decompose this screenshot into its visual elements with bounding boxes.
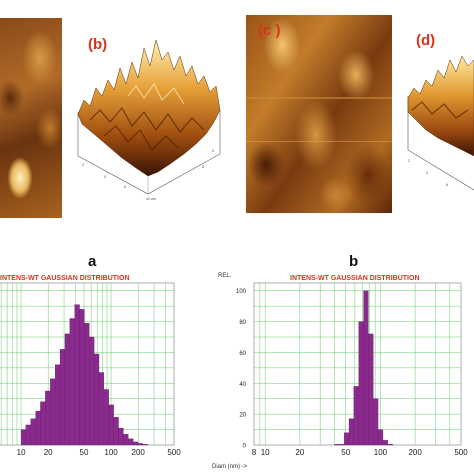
x-tick-label-10: 10 [261,448,270,457]
y-tick-label-100: 100 [236,289,247,295]
histogram-bar-10 [382,440,388,446]
x-tick-label-500: 500 [454,448,468,457]
svg-text:4: 4 [104,175,106,179]
panel-label-b: (b) [88,36,108,53]
afm-3d-surface-b: 2 4 6 10 um 8 4 [77,39,221,201]
histogram-bar-6 [363,290,369,446]
x-tick-label-20: 20 [44,448,53,457]
histogram-bar-7 [368,333,374,446]
afm-image-a [0,18,62,218]
svg-text:4: 4 [426,171,428,175]
histogram-bar-0 [334,444,340,446]
chart-label-b: b [349,253,359,270]
panel-label-c: (c ) [258,22,281,39]
svg-text:10 um: 10 um [146,197,156,201]
x-tick-label-200: 200 [408,448,422,457]
histogram-bar-25 [142,444,148,446]
x-tick-label-100: 100 [374,448,388,457]
x-tick-label-500: 500 [167,448,181,457]
x-tick-label-200: 200 [132,448,146,457]
histogram-bar-3 [348,418,355,446]
svg-text:8: 8 [202,165,204,169]
histogram-bar-5 [358,321,364,446]
x-tick-label-50: 50 [80,448,89,457]
x-tick-label-8: 8 [252,448,257,457]
histogram-bar-11 [387,444,393,446]
y-tick-label-60: 60 [239,351,246,357]
y-tick-label-40: 40 [239,382,246,388]
x-tick-label-100: 100 [104,448,118,457]
x-axis-label-b: Diam (nm) -> [212,464,248,470]
histogram-bar-9 [377,429,384,446]
svg-text:2: 2 [408,159,410,163]
histogram-bar-1 [339,444,345,446]
afm-image-c [246,15,392,213]
chart-title-b: INTENS-WT GAUSSIAN DISTRIBUTION [290,275,420,282]
y-axis-label-b: REL. [218,273,232,279]
histogram-bar-4 [353,386,359,446]
y-tick-label-0: 0 [243,444,247,450]
x-tick-label-20: 20 [295,448,304,457]
histogram-bar-8 [373,398,379,446]
x-tick-label-50: 50 [341,448,350,457]
svg-text:4: 4 [212,149,214,153]
svg-text:2: 2 [82,163,84,167]
chart-title-a: INTENS-WT GAUSSIAN DISTRIBUTION [0,275,130,282]
histogram-bar-2 [344,432,350,446]
panel-label-d: (d) [416,32,436,49]
chart-label-a: a [88,253,97,270]
svg-text:6: 6 [446,183,448,187]
y-tick-label-20: 20 [239,413,246,419]
afm-3d-surface-d: 2 4 6 [407,55,474,191]
x-tick-label-10: 10 [17,448,26,457]
y-tick-label-80: 80 [239,320,246,326]
svg-text:6: 6 [124,185,126,189]
